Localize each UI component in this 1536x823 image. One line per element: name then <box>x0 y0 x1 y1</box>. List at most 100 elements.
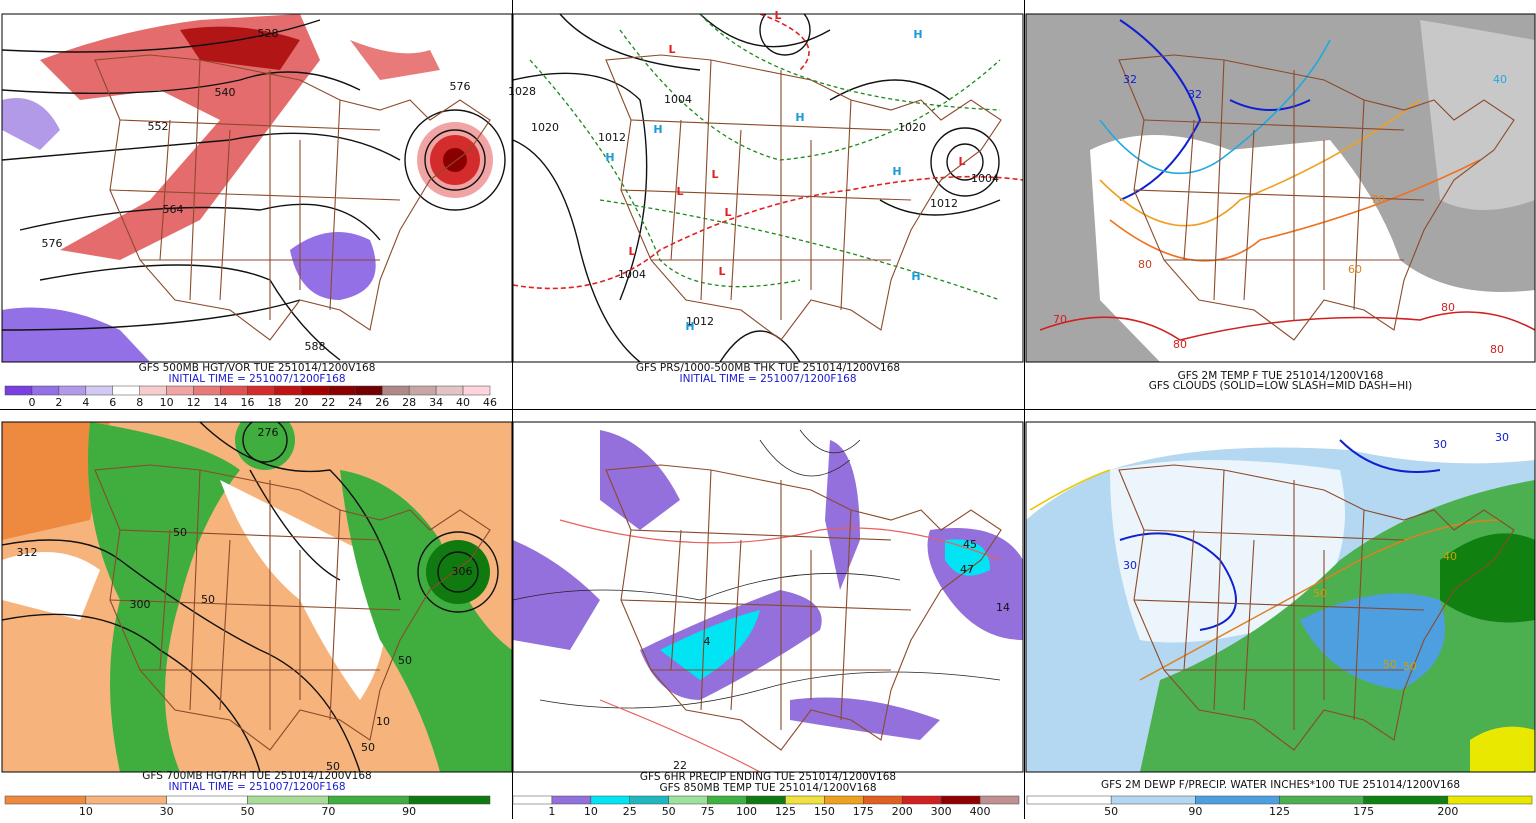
caption: GFS 2M TEMP F TUE 251014/1200V168 <box>1178 370 1384 382</box>
colorbar-swatch <box>193 385 221 396</box>
colorbar-label: 40 <box>456 396 470 409</box>
contour-label: 300 <box>130 598 151 611</box>
colorbar-label: 26 <box>375 396 389 409</box>
contour-label: 576 <box>450 80 471 93</box>
colorbar-label: 30 <box>160 805 174 818</box>
colorbar-swatch <box>1363 795 1449 805</box>
contour-label: 1004 <box>971 172 999 185</box>
map-500mb <box>2 14 512 362</box>
map-700mb <box>2 422 512 772</box>
contour-label: 70 <box>1053 313 1067 326</box>
colorbar-label: 125 <box>1269 805 1290 818</box>
colorbar-swatch <box>551 795 592 805</box>
colorbar-swatch <box>979 795 1020 805</box>
colorbar-label: 0 <box>28 396 35 409</box>
colorbar-swatch <box>863 795 903 805</box>
colorbar-swatch <box>274 385 302 396</box>
contour-label: 32 <box>1123 73 1137 86</box>
contour-label: 80 <box>1490 343 1504 356</box>
contour-label: 30 <box>1433 438 1447 451</box>
colorbar-swatch <box>355 385 383 396</box>
contour-label: 1004 <box>618 268 646 281</box>
contour-label: 50 <box>326 760 340 773</box>
pressure-center: H <box>892 165 901 178</box>
caption: GFS 2M DEWP F/PRECIP. WATER INCHES*100 T… <box>1101 779 1460 791</box>
colorbar-label: 10 <box>160 396 174 409</box>
colorbar-swatch <box>1279 795 1364 805</box>
contour-label: 45 <box>963 538 977 551</box>
map-pressure <box>513 14 1023 362</box>
colorbar-swatch <box>381 385 410 396</box>
colorbar-swatch <box>435 385 464 396</box>
pressure-center: L <box>774 9 781 22</box>
colorbar-swatch <box>247 385 275 396</box>
colorbar-label: 28 <box>402 396 416 409</box>
caption: GFS PRS/1000-500MB THK TUE 251014/1200V1… <box>636 362 900 374</box>
map-temperature <box>1026 14 1535 362</box>
colorbar-swatch <box>139 385 167 396</box>
contour-label: 1012 <box>930 197 958 210</box>
colorbar-label: 50 <box>1104 805 1118 818</box>
colorbar-swatch <box>901 795 942 805</box>
colorbar-swatch <box>85 385 114 396</box>
colorbar-label: 34 <box>429 396 443 409</box>
contour-label: 1004 <box>664 93 692 106</box>
colorbar-label: 50 <box>662 805 676 818</box>
colorbar-swatch <box>301 385 329 396</box>
colorbar-label: 10 <box>79 805 93 818</box>
colorbar-swatch <box>31 385 60 396</box>
colorbar-label: 175 <box>1353 805 1374 818</box>
colorbar-swatch <box>4 795 87 805</box>
caption: INITIAL TIME = 251007/1200F168 <box>168 781 345 793</box>
pressure-center: H <box>685 320 694 333</box>
pressure-center: H <box>653 123 662 136</box>
contour-label: 14 <box>996 601 1010 614</box>
pressure-center: L <box>628 245 635 258</box>
contour-label: 10 <box>376 715 390 728</box>
colorbar-label: 25 <box>623 805 637 818</box>
colorbar-label: 18 <box>267 396 281 409</box>
contour-label: 32 <box>1188 88 1202 101</box>
colorbar-label: 24 <box>348 396 362 409</box>
colorbar-swatch <box>112 385 140 396</box>
colorbar-swatch <box>940 795 981 805</box>
pressure-center: L <box>718 265 725 278</box>
colorbar-label: 4 <box>82 396 89 409</box>
contour-label: 1028 <box>508 85 536 98</box>
pressure-center: L <box>676 185 683 198</box>
caption: INITIAL TIME = 251007/1200F168 <box>168 373 345 385</box>
colorbar-swatch <box>629 795 669 805</box>
colorbar-label: 6 <box>109 396 116 409</box>
contour-label: 30 <box>1495 431 1509 444</box>
contour-label: 306 <box>452 565 473 578</box>
pressure-center: H <box>605 151 614 164</box>
colorbar-label: 8 <box>136 396 143 409</box>
colorbar-swatch <box>668 795 708 805</box>
colorbar-swatch <box>220 385 248 396</box>
contour-label: 50 <box>201 593 215 606</box>
colorbar-swatch <box>408 385 437 396</box>
contour-label: 1020 <box>898 121 926 134</box>
contour-label: 22 <box>673 759 687 772</box>
colorbar-label: 100 <box>736 805 757 818</box>
colorbar-label: 150 <box>814 805 835 818</box>
colorbar-swatch <box>408 795 491 805</box>
caption: GFS 500MB HGT/VOR TUE 251014/1200V168 <box>139 362 376 374</box>
colorbar-label: 125 <box>775 805 796 818</box>
pressure-center: L <box>724 206 731 219</box>
contour-label: 80 <box>1138 258 1152 271</box>
contour-label: 30 <box>1123 559 1137 572</box>
contour-label: 576 <box>42 237 63 250</box>
contour-label: 1020 <box>531 121 559 134</box>
colorbar-swatch <box>824 795 864 805</box>
pressure-center: H <box>913 28 922 41</box>
contour-label: 1012 <box>598 131 626 144</box>
colorbar-swatch <box>1195 795 1280 805</box>
contour-label: 588 <box>305 340 326 353</box>
colorbar-label: 300 <box>931 805 952 818</box>
contour-label: 50 <box>1313 587 1327 600</box>
colorbar-label: 20 <box>294 396 308 409</box>
colorbar-label: 70 <box>321 805 335 818</box>
contour-label: 40 <box>1443 550 1457 563</box>
colorbar-label: 75 <box>701 805 715 818</box>
